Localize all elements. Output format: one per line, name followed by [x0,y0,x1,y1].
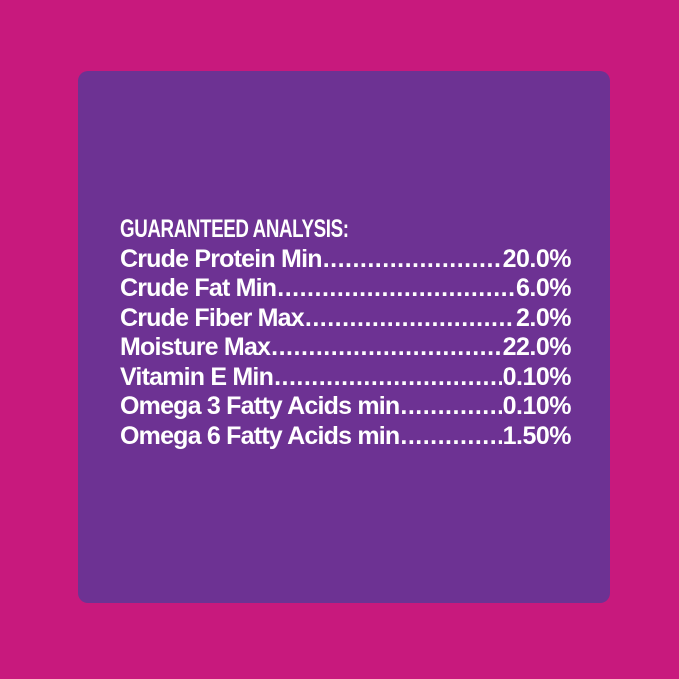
analysis-label: Crude Protein Min [120,244,322,273]
analysis-label: Omega 3 Fatty Acids min [120,392,400,420]
analysis-row-moisture: Moisture Max ...........................… [120,333,572,363]
analysis-value: 0.10% [502,362,572,391]
leader-dots: ........................................… [277,274,516,302]
guaranteed-analysis-panel: GUARANTEED ANALYSIS: Crude Protein Min .… [78,71,610,603]
leader-dots: ........................................… [400,421,501,450]
analysis-value: 20.0% [502,244,572,273]
leader-dots: ........................................… [400,392,501,420]
guaranteed-analysis-heading: GUARANTEED ANALYSIS: [120,215,349,243]
analysis-value: 6.0% [516,274,571,302]
analysis-label: Vitamin E Min [120,362,274,391]
analysis-row-crude-fat: Crude Fat Min ..........................… [120,274,571,304]
analysis-row-crude-fiber: Crude Fiber Max ........................… [120,304,571,334]
leader-dots: ........................................… [322,244,502,273]
analysis-label: Omega 6 Fatty Acids min [120,421,400,450]
analysis-label: Moisture Max [120,333,271,361]
analysis-value: 2.0% [516,303,571,332]
analysis-value: 1.50% [502,421,572,450]
analysis-label: Crude Fat Min [120,274,277,302]
analysis-row-crude-protein: Crude Protein Min ......................… [120,244,572,275]
analysis-value: 0.10% [502,392,572,420]
analysis-row-omega-3: Omega 3 Fatty Acids min ................… [120,392,572,422]
analysis-row-vitamin-e: Vitamin E Min ..........................… [120,362,572,393]
guaranteed-analysis-content: GUARANTEED ANALYSIS: Crude Protein Min .… [120,215,572,452]
leader-dots: ........................................… [304,303,515,332]
analysis-label: Crude Fiber Max [120,303,305,332]
leader-dots: ........................................… [274,362,502,391]
analysis-value: 22.0% [502,333,572,361]
analysis-row-omega-6: Omega 6 Fatty Acids min ................… [120,421,572,452]
leader-dots: ........................................… [271,333,502,361]
